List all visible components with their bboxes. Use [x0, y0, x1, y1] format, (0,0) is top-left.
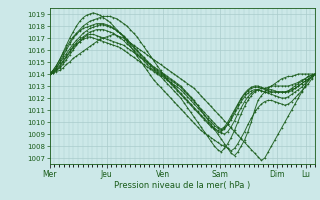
- X-axis label: Pression niveau de la mer( hPa ): Pression niveau de la mer( hPa ): [114, 181, 251, 190]
